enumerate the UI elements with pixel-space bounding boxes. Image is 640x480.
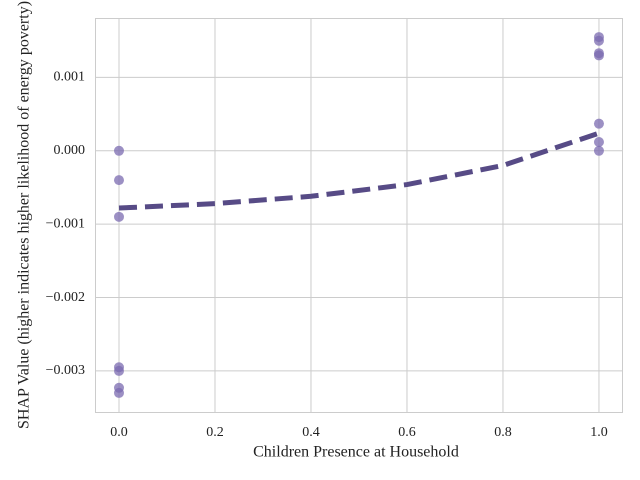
point <box>593 35 604 46</box>
trend-line <box>118 130 600 211</box>
point <box>593 50 604 61</box>
x-tick-label: 0.8 <box>494 425 512 440</box>
point <box>593 118 604 129</box>
y-tick-label: −0.002 <box>46 290 85 305</box>
x-tick-label: 0.0 <box>110 425 128 440</box>
point <box>113 387 124 398</box>
x-tick-label: 1.0 <box>590 425 608 440</box>
y-tick-label: −0.001 <box>46 216 85 231</box>
plot-frame <box>95 18 623 413</box>
y-tick-label: −0.003 <box>46 363 85 378</box>
x-tick-label: 0.6 <box>398 425 416 440</box>
point <box>113 145 124 156</box>
point <box>113 211 124 222</box>
point <box>113 365 124 376</box>
y-tick-label: 0.001 <box>54 70 86 85</box>
y-axis-label: SHAP Value (higher indicates higher like… <box>16 1 33 429</box>
point <box>593 145 604 156</box>
point <box>113 175 124 186</box>
x-axis-label: Children Presence at Household <box>253 444 459 461</box>
point <box>593 136 604 147</box>
x-tick-label: 0.4 <box>302 425 320 440</box>
x-tick-label: 0.2 <box>206 425 224 440</box>
y-tick-label: 0.000 <box>54 143 86 158</box>
